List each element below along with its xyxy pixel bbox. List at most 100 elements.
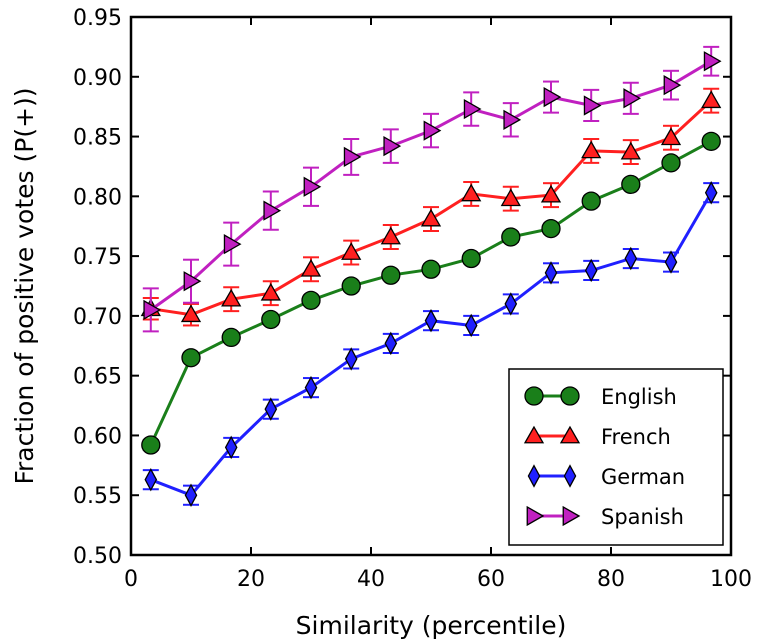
data-point-german xyxy=(144,467,158,492)
data-point-french xyxy=(701,90,722,109)
data-point-spanish xyxy=(183,271,202,292)
data-point-german xyxy=(224,435,238,460)
data-point-french xyxy=(540,184,562,203)
legend-label-english: English xyxy=(601,385,677,409)
data-point-english xyxy=(661,153,681,173)
data-point-french xyxy=(660,127,682,146)
y-tick-label: 0.55 xyxy=(73,484,122,509)
legend-marker-german xyxy=(563,464,577,488)
data-point-spanish xyxy=(583,95,602,116)
legend-label-spanish: Spanish xyxy=(601,505,684,529)
data-layer xyxy=(140,45,722,507)
y-tick-label: 0.95 xyxy=(73,6,122,31)
data-point-spanish xyxy=(703,51,722,72)
data-point-french xyxy=(581,140,602,159)
data-point-spanish xyxy=(343,146,362,168)
data-point-english xyxy=(221,327,241,348)
data-point-spanish xyxy=(503,109,522,130)
data-point-french xyxy=(300,258,322,277)
data-point-spanish xyxy=(663,75,682,96)
data-point-german xyxy=(704,181,718,205)
x-axis-label: Similarity (percentile) xyxy=(296,611,567,640)
data-point-french xyxy=(341,242,362,260)
x-tick-label: 60 xyxy=(477,567,505,592)
data-point-english xyxy=(621,174,641,195)
x-tick-label: 80 xyxy=(597,567,625,592)
data-point-german xyxy=(544,261,558,285)
y-tick-label: 0.90 xyxy=(73,66,122,91)
legend-item-english: English xyxy=(524,385,677,409)
data-point-spanish xyxy=(383,135,402,157)
x-tick-label: 20 xyxy=(237,567,265,592)
data-point-german xyxy=(344,347,358,371)
data-point-german xyxy=(664,250,678,274)
plot-frame xyxy=(129,15,733,557)
y-tick-label: 0.85 xyxy=(73,126,122,151)
data-point-spanish xyxy=(423,120,442,141)
y-tick-label: 0.70 xyxy=(73,305,122,330)
legend-item-spanish: Spanish xyxy=(526,505,684,529)
y-axis-label: Fraction of positive votes (P(+)) xyxy=(10,87,39,484)
data-point-french xyxy=(420,208,442,227)
data-point-german xyxy=(504,292,518,316)
y-tick-label: 0.75 xyxy=(73,245,122,270)
legend-label-german: German xyxy=(601,465,685,489)
data-point-spanish xyxy=(143,299,162,321)
legend-marker-french xyxy=(523,425,545,444)
x-tick-label: 40 xyxy=(357,567,385,592)
data-point-french xyxy=(380,226,401,245)
data-point-spanish xyxy=(263,200,282,221)
legend: English French German Spanish xyxy=(508,368,724,546)
data-point-spanish xyxy=(543,86,562,108)
data-point-french xyxy=(620,141,641,160)
data-point-english xyxy=(701,131,721,151)
legend-marker-spanish xyxy=(526,505,545,527)
data-point-english xyxy=(461,248,481,269)
series-spanish xyxy=(142,45,722,333)
data-point-german xyxy=(464,313,478,338)
legend-label-french: French xyxy=(601,425,671,449)
y-tick-label: 0.80 xyxy=(73,185,122,210)
data-point-english xyxy=(581,191,601,211)
data-point-german xyxy=(624,246,638,271)
data-point-german xyxy=(184,483,198,507)
legend-marker-english xyxy=(524,386,544,406)
legend-item-french: French xyxy=(523,425,671,449)
data-point-french xyxy=(461,183,482,202)
legend-item-german: German xyxy=(527,464,685,489)
data-point-german xyxy=(584,258,598,283)
legend-marker-english xyxy=(560,386,580,406)
data-point-english xyxy=(421,259,441,279)
y-tick-label: 0.60 xyxy=(73,424,122,449)
data-point-spanish xyxy=(303,176,322,197)
series-english xyxy=(141,131,721,455)
data-point-german xyxy=(304,375,318,400)
data-point-french xyxy=(260,282,281,301)
y-tick-label: 0.65 xyxy=(73,365,122,390)
data-point-french xyxy=(500,188,521,207)
data-point-french xyxy=(180,304,202,323)
x-tick-label: 0 xyxy=(124,567,138,592)
data-point-german xyxy=(384,331,398,356)
data-point-english xyxy=(181,348,201,368)
data-point-spanish xyxy=(463,98,482,120)
data-point-english xyxy=(141,435,161,455)
data-point-english xyxy=(541,218,561,239)
data-point-english xyxy=(301,290,321,310)
data-point-german xyxy=(424,308,438,333)
series-german xyxy=(142,181,720,507)
data-point-german xyxy=(264,397,278,421)
y-tick-label: 0.50 xyxy=(73,544,122,569)
legend-marker-french xyxy=(559,425,581,444)
data-point-spanish xyxy=(223,234,242,255)
data-point-spanish xyxy=(623,88,642,109)
legend-marker-german xyxy=(527,464,541,488)
legend-marker-spanish xyxy=(562,505,581,527)
data-point-english xyxy=(261,309,281,330)
data-point-french xyxy=(221,288,242,307)
x-tick-label: 100 xyxy=(710,567,752,592)
data-point-english xyxy=(341,276,361,296)
data-point-english xyxy=(381,265,401,285)
axis-ticks: 0 20 40 60 80 100 0.50 0.55 0.60 0.65 0.70 0.75 0.80… xyxy=(73,6,752,592)
